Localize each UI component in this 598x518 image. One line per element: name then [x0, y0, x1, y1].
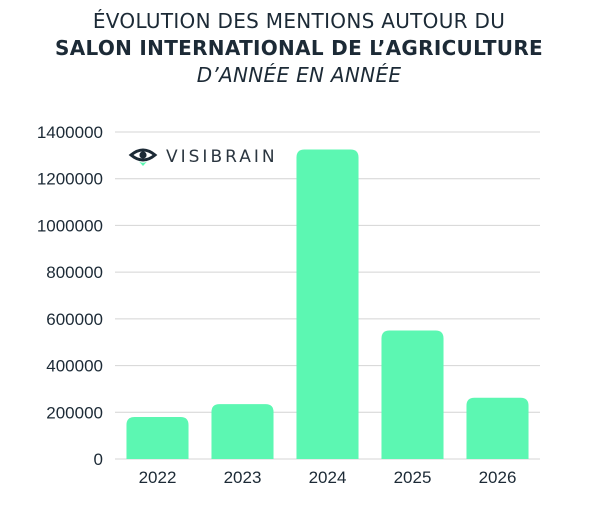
brand-watermark: VISIBRAIN [128, 147, 278, 167]
x-axis-ticks: 2022 2023 2024 2025 2026 [139, 468, 517, 487]
x-tick-label: 2024 [309, 468, 347, 487]
y-axis-ticks: 0 200000 400000 600000 800000 1000000 1200000 1… [37, 123, 103, 469]
title-line-3: D’ANNÉE EN ANNÉE [196, 63, 402, 87]
x-tick-label: 2022 [139, 468, 177, 487]
y-tick-label: 600000 [46, 310, 103, 329]
eye-icon [128, 148, 158, 166]
y-tick-label: 1400000 [37, 123, 103, 142]
y-tick-label: 1000000 [37, 216, 103, 235]
y-tick-label: 200000 [46, 403, 103, 422]
x-tick-label: 2023 [224, 468, 262, 487]
title-line-2: SALON INTERNATIONAL DE L’AGRICULTURE [55, 36, 543, 60]
y-tick-label: 1200000 [37, 170, 103, 189]
chart-title: ÉVOLUTION DES MENTIONS AUTOUR DU SALON I… [0, 8, 598, 89]
bar-2022 [126, 416, 189, 459]
bars [126, 149, 529, 459]
y-tick-label: 0 [94, 450, 103, 469]
bar-2025 [381, 330, 444, 459]
bar-2023 [211, 404, 274, 459]
title-line-1: ÉVOLUTION DES MENTIONS AUTOUR DU [92, 9, 506, 33]
bar-2024 [296, 149, 359, 459]
bar-2026 [466, 397, 529, 459]
brand-name: VISIBRAIN [166, 147, 278, 167]
y-tick-label: 800000 [46, 263, 103, 282]
x-tick-label: 2026 [479, 468, 517, 487]
y-tick-label: 400000 [46, 357, 103, 376]
x-tick-label: 2025 [394, 468, 432, 487]
